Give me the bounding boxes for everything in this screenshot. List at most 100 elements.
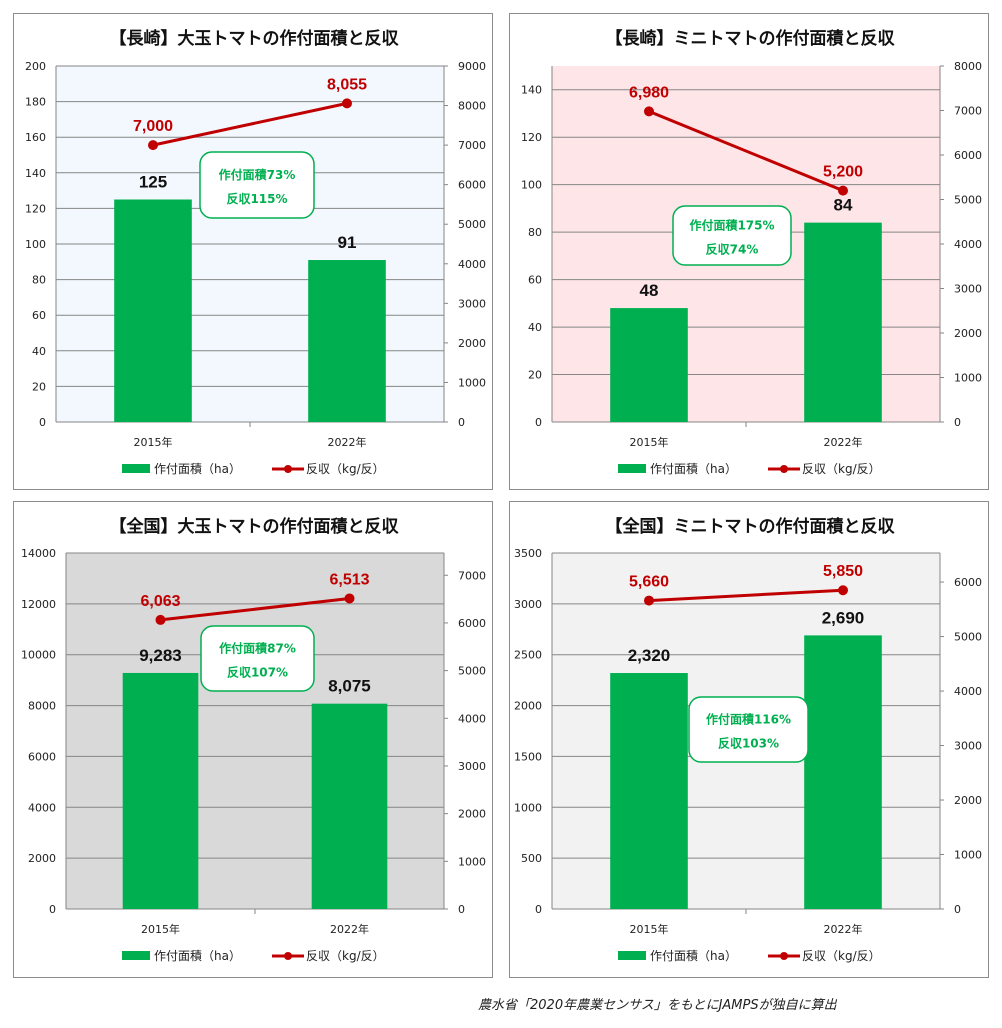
- left-axis-tick-label: 40: [32, 345, 46, 358]
- bar-data-label: 125: [139, 173, 167, 192]
- right-axis-tick-label: 5000: [954, 631, 982, 644]
- legend-line-marker: [780, 952, 788, 960]
- legend-bar-label: 作付面積（ha）: [154, 948, 241, 963]
- line-data-label: 5,200: [823, 164, 863, 181]
- left-axis-tick-label: 500: [521, 852, 542, 865]
- left-axis-tick-label: 14000: [21, 547, 56, 560]
- line-data-label: 8,055: [327, 76, 367, 93]
- x-axis-tick-label: 2022年: [824, 922, 863, 936]
- left-axis-tick-label: 120: [25, 202, 46, 215]
- line-data-label: 6,980: [629, 84, 669, 101]
- left-axis-tick-label: 10000: [21, 649, 56, 662]
- ratio-callout: [200, 625, 315, 692]
- left-axis-tick-label: 60: [32, 309, 46, 322]
- right-axis-tick-label: 5000: [954, 194, 982, 207]
- bar: [308, 260, 386, 422]
- right-axis-tick-label: 4000: [954, 685, 982, 698]
- ratio-callout-line: 作付面積73%: [219, 167, 296, 182]
- left-axis-tick-label: 1500: [514, 750, 542, 763]
- left-axis-tick-label: 180: [25, 96, 46, 109]
- right-axis-tick-label: 3000: [458, 760, 486, 773]
- ratio-callout-line: 作付面積175%: [689, 218, 774, 233]
- left-axis-tick-label: 2500: [514, 649, 542, 662]
- ratio-callout: [672, 205, 792, 266]
- right-axis-tick-label: 0: [458, 903, 465, 916]
- x-axis-tick-label: 2015年: [141, 922, 180, 936]
- ratio-callout-line: 作付面積116%: [706, 712, 791, 727]
- bar: [804, 635, 882, 909]
- right-axis-tick-label: 3000: [954, 283, 982, 296]
- legend-bar-swatch: [618, 951, 646, 960]
- right-axis-tick-label: 4000: [954, 238, 982, 251]
- chart-nagasaki-large: 【長崎】大玉トマトの作付面積と反収 0 20 40 60 80 100 120 140 160 18…: [25, 28, 486, 476]
- left-axis-tick-label: 3000: [514, 598, 542, 611]
- right-axis-tick-label: 0: [458, 416, 465, 429]
- ratio-callout-line: 作付面積87%: [219, 641, 296, 656]
- left-axis-tick-label: 140: [25, 167, 46, 180]
- right-axis-tick-label: 6000: [954, 149, 982, 162]
- right-axis-tick-label: 7000: [954, 105, 982, 118]
- line-point: [344, 593, 355, 604]
- legend-bar-label: 作付面積（ha）: [650, 948, 737, 963]
- right-axis-tick-label: 2000: [954, 794, 982, 807]
- x-axis-tick-label: 2022年: [328, 435, 367, 449]
- line-point: [148, 140, 158, 151]
- bar-data-label: 91: [338, 233, 357, 252]
- right-axis-tick-label: 3000: [458, 297, 486, 310]
- left-axis-tick-label: 200: [25, 60, 46, 73]
- line-data-label: 6,513: [329, 571, 369, 588]
- ratio-callout-line: 反収107%: [227, 665, 288, 680]
- chart-title: 【長崎】大玉トマトの作付面積と反収: [110, 28, 400, 49]
- bar-data-label: 48: [640, 281, 659, 300]
- right-axis-tick-label: 7000: [458, 139, 486, 152]
- x-axis-tick-label: 2022年: [330, 922, 369, 936]
- legend-line-label: 反収（kg/反）: [802, 949, 881, 963]
- bar: [610, 673, 688, 909]
- right-axis-tick-label: 2000: [458, 337, 486, 350]
- source-note: 農水省「2020年農業センサス」をもとにJAMPSが独自に算出: [478, 998, 837, 1013]
- left-axis-tick-label: 0: [39, 416, 46, 429]
- left-axis-tick-label: 100: [521, 179, 542, 192]
- legend-line-marker: [284, 465, 292, 473]
- left-axis-tick-label: 8000: [28, 700, 56, 713]
- right-axis-tick-label: 1000: [954, 849, 982, 862]
- ratio-callout-line: 反収103%: [718, 736, 779, 751]
- left-axis-tick-label: 20: [528, 369, 542, 382]
- legend-line-label: 反収（kg/反）: [802, 462, 881, 476]
- right-axis-tick-label: 0: [954, 903, 961, 916]
- bar: [114, 199, 192, 422]
- left-axis-tick-label: 40: [528, 321, 542, 334]
- bar-data-label: 84: [834, 196, 853, 215]
- left-axis-tick-label: 2000: [514, 700, 542, 713]
- right-axis-tick-label: 5000: [458, 218, 486, 231]
- right-axis-tick-label: 8000: [954, 60, 982, 73]
- ratio-callout: [688, 696, 809, 763]
- chart-panel-nagasaki-mini: 【長崎】ミニトマトの作付面積と反収 0 20 40 60 80 100 120 140 0 1000…: [509, 13, 989, 490]
- left-axis-tick-label: 100: [25, 238, 46, 251]
- left-axis-tick-label: 80: [32, 274, 46, 287]
- right-axis-tick-label: 0: [954, 416, 961, 429]
- line-point: [342, 98, 352, 109]
- right-axis-tick-label: 4000: [458, 712, 486, 725]
- left-axis-tick-label: 6000: [28, 750, 56, 763]
- legend-line-marker: [284, 952, 292, 960]
- bar-data-label: 8,075: [328, 677, 371, 696]
- left-axis-tick-label: 60: [528, 274, 542, 287]
- legend-bar-label: 作付面積（ha）: [650, 461, 737, 476]
- right-axis-tick-label: 2000: [954, 327, 982, 340]
- left-axis-tick-label: 20: [32, 380, 46, 393]
- chart-panel-national-large: 【全国】大玉トマトの作付面積と反収 0 2000 4000 6000 8000 10000 1…: [13, 501, 493, 978]
- right-axis-tick-label: 4000: [458, 258, 486, 271]
- left-axis-tick-label: 0: [535, 903, 542, 916]
- legend-line-label: 反収（kg/反）: [306, 949, 385, 963]
- line-series: [648, 110, 844, 192]
- line-series: [160, 596, 350, 622]
- bar: [311, 703, 388, 909]
- right-axis-tick-label: 7000: [458, 569, 486, 582]
- ratio-callout-line: 反収115%: [226, 191, 287, 206]
- bar: [122, 672, 199, 909]
- right-axis-tick-label: 5000: [458, 665, 486, 678]
- left-axis-tick-label: 160: [25, 131, 46, 144]
- chart-panel-national-mini: 【全国】ミニトマトの作付面積と反収 0 500 1000 1500 2000 2500 300…: [509, 501, 989, 978]
- x-axis-tick-label: 2015年: [630, 922, 669, 936]
